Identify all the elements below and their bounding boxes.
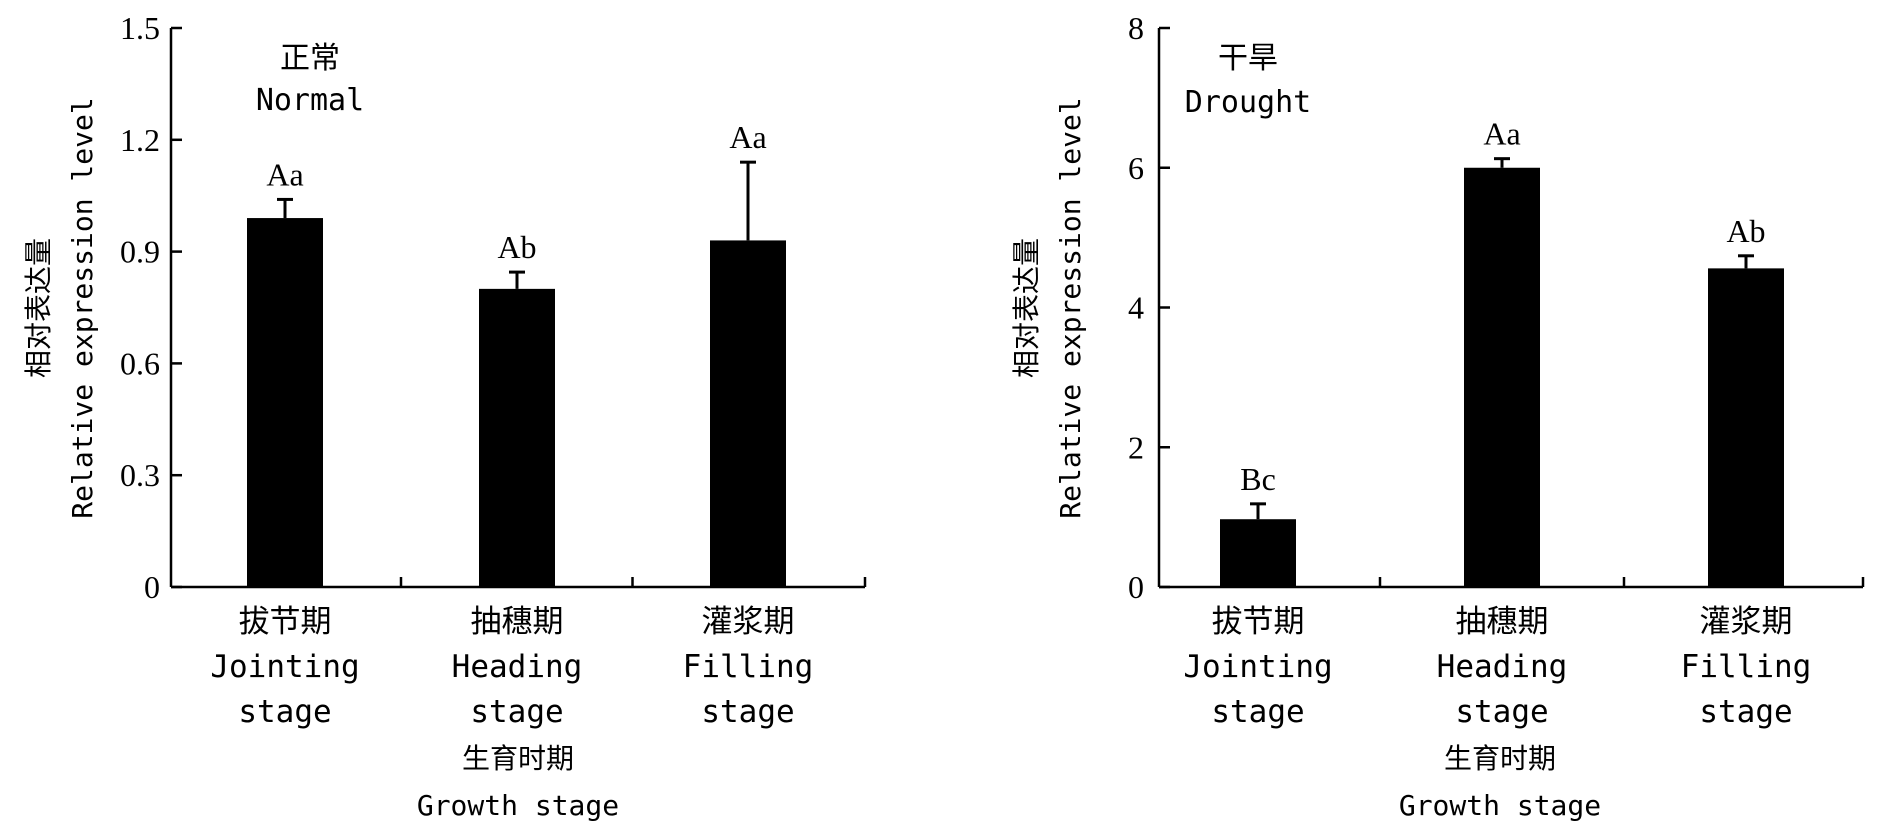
- bar-2: [1708, 268, 1784, 587]
- x-category-label: stage: [238, 694, 331, 730]
- y-axis-title: 相对表达量: [1010, 238, 1043, 378]
- significance-label-0: Aa: [266, 156, 303, 192]
- x-category-label: Filling: [683, 649, 814, 685]
- x-category-label: 拔节期: [1212, 604, 1305, 640]
- y-axis-title: 相对表达量: [22, 238, 55, 378]
- significance-label-0: Bc: [1240, 461, 1276, 497]
- x-axis-title: Growth stage: [1399, 789, 1601, 822]
- x-category-label: stage: [470, 694, 563, 730]
- significance-label-1: Ab: [497, 229, 536, 265]
- x-axis-title: 生育时期: [462, 742, 574, 775]
- y-tick-label: 0.6: [120, 345, 160, 381]
- y-axis-title: Relative expression level: [66, 97, 99, 518]
- x-category-label: stage: [701, 694, 794, 730]
- x-axis-title: 生育时期: [1444, 742, 1556, 775]
- condition-label: Drought: [1185, 85, 1311, 120]
- y-tick-label: 0.3: [120, 457, 160, 493]
- x-category-label: stage: [1211, 694, 1304, 730]
- condition-label: 正常: [280, 41, 340, 76]
- normal-panel: 0 0.3 0.6 0.9 1.2 1.5 Aa 拔节期 Jointing stage Ab 抽穗期 H…: [22, 10, 867, 822]
- x-category-label: Heading: [452, 649, 583, 685]
- y-tick-label: 4: [1128, 290, 1144, 326]
- bar-0: [247, 218, 323, 587]
- y-tick-label: 1.5: [120, 10, 160, 46]
- y-tick-label: 1.2: [120, 122, 160, 158]
- x-category-label: 灌浆期: [702, 604, 795, 640]
- bar-1: [1464, 167, 1540, 587]
- bar-2: [710, 240, 786, 588]
- x-category-label: 灌浆期: [1700, 604, 1793, 640]
- y-tick-label: 2: [1128, 429, 1144, 465]
- x-category-label: 拔节期: [239, 604, 332, 640]
- x-category-label: stage: [1699, 694, 1792, 730]
- condition-label: 干旱: [1218, 41, 1278, 76]
- significance-label-1: Aa: [1483, 116, 1520, 152]
- y-tick-label: 0.9: [120, 234, 160, 270]
- bar-0: [1220, 519, 1296, 587]
- y-tick-label: 8: [1128, 10, 1144, 46]
- x-axis-title: Growth stage: [417, 789, 619, 822]
- y-axis-title: Relative expression level: [1054, 97, 1087, 518]
- drought-panel: 0 2 4 6 8 Bc 拔节期 Jointing stage Aa 抽穗期 Heading stage…: [1010, 10, 1865, 822]
- significance-label-2: Aa: [729, 119, 766, 155]
- bar-1: [479, 288, 555, 587]
- x-category-label: Heading: [1437, 649, 1568, 685]
- y-tick-label: 0: [144, 569, 160, 605]
- x-category-label: Filling: [1681, 649, 1812, 685]
- significance-label-2: Ab: [1726, 213, 1765, 249]
- x-category-label: Jointing: [210, 649, 359, 685]
- x-category-label: 抽穗期: [471, 604, 564, 640]
- x-category-label: 抽穗期: [1456, 604, 1549, 640]
- condition-label: Normal: [256, 83, 364, 118]
- x-category-label: Jointing: [1183, 649, 1332, 685]
- y-tick-label: 0: [1128, 569, 1144, 605]
- y-tick-label: 6: [1128, 150, 1144, 186]
- x-category-label: stage: [1455, 694, 1548, 730]
